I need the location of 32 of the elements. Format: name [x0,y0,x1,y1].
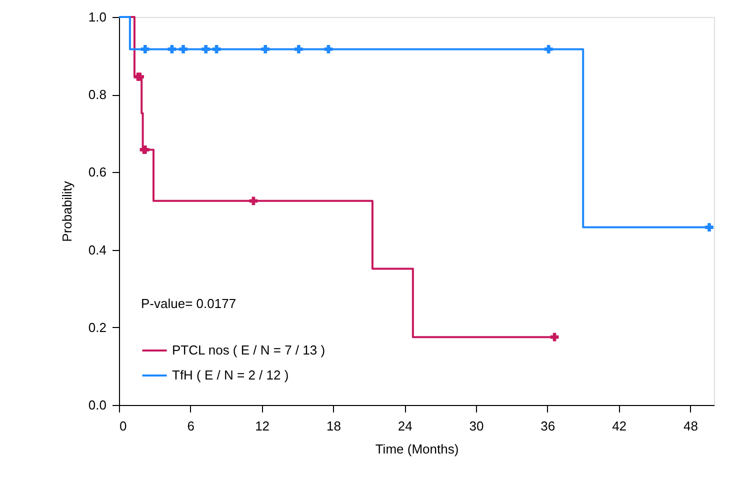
point [202,45,210,54]
x-tick-label: 42 [612,418,627,434]
y-axis-title: Probability [59,180,74,242]
point [168,45,176,54]
x-tick-label: 0 [120,418,127,434]
point [544,45,553,54]
x-axis-title: Time (Months) [375,442,459,456]
y-tick-label: 0.4 [88,242,106,258]
x-tick-label: 12 [255,418,270,434]
point [550,332,559,342]
y-tick-label: 0.2 [88,320,106,335]
point [212,45,221,54]
y-tick-label: 0.6 [88,164,106,180]
point [261,45,270,54]
point [249,196,258,206]
y-tick-label: 1.0 [88,10,106,24]
legend-label: PTCL nos ( E / N = 7 / 13 ) [172,342,326,358]
point [705,223,714,232]
point [294,45,303,54]
point [324,45,333,54]
x-tick-label: 6 [187,418,195,434]
y-tick-label: 0.0 [88,398,106,412]
annotation: P-value= 0.0177 [141,296,236,311]
point [140,45,150,54]
x-tick-label: 18 [326,418,341,434]
legend-label: TfH ( E / N = 2 / 12 ) [172,368,289,382]
x-tick-label: 48 [683,418,698,434]
point [179,45,188,54]
x-tick-label: 30 [469,418,484,434]
x-tick-label: 36 [540,418,556,434]
y-tick-label: 0.8 [88,87,106,102]
x-tick-label: 24 [398,418,412,434]
